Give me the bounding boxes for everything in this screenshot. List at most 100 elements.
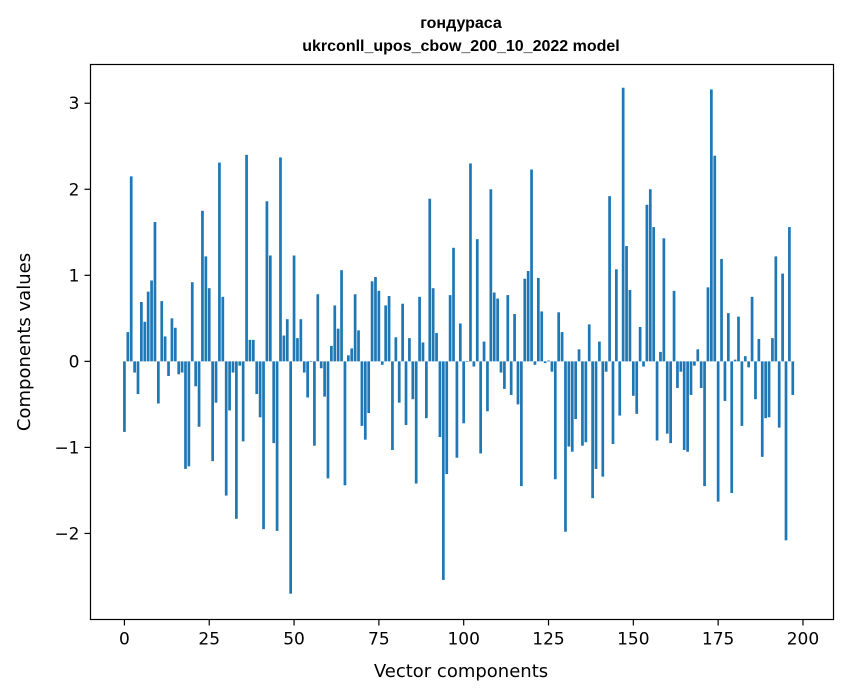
bar bbox=[679, 361, 683, 372]
bar bbox=[598, 341, 601, 362]
bar bbox=[445, 361, 449, 475]
bar bbox=[411, 361, 415, 400]
bar bbox=[584, 361, 588, 443]
bar bbox=[625, 246, 628, 362]
bar bbox=[743, 356, 747, 362]
bar bbox=[170, 318, 174, 362]
bar bbox=[587, 324, 591, 362]
bar bbox=[245, 154, 248, 362]
bar bbox=[638, 326, 642, 362]
bar bbox=[645, 204, 649, 362]
bar bbox=[289, 361, 293, 594]
bar bbox=[655, 361, 659, 441]
bar bbox=[706, 287, 710, 362]
bar bbox=[251, 339, 255, 362]
bar bbox=[516, 361, 520, 405]
bar bbox=[523, 278, 527, 362]
bar bbox=[557, 312, 561, 362]
bar bbox=[313, 361, 316, 446]
bar bbox=[713, 155, 717, 362]
bar bbox=[764, 361, 767, 419]
y-tick-label: −1 bbox=[54, 438, 79, 458]
bar bbox=[760, 361, 764, 457]
bar bbox=[163, 336, 167, 362]
bar bbox=[316, 294, 320, 362]
bar bbox=[482, 341, 486, 362]
bar bbox=[431, 288, 435, 362]
bar bbox=[784, 361, 788, 541]
bar bbox=[455, 361, 459, 458]
bar bbox=[601, 361, 605, 477]
bar bbox=[268, 255, 272, 362]
bar bbox=[153, 221, 157, 362]
bar bbox=[560, 332, 564, 362]
bar bbox=[723, 361, 727, 401]
bar bbox=[221, 296, 225, 362]
bar bbox=[672, 290, 676, 362]
bar bbox=[693, 361, 696, 366]
bar bbox=[740, 361, 744, 426]
bar bbox=[231, 361, 235, 373]
x-tick-label: 125 bbox=[532, 630, 564, 650]
bar bbox=[357, 330, 360, 362]
bar bbox=[458, 323, 462, 362]
bar bbox=[353, 294, 357, 362]
bar bbox=[157, 361, 160, 404]
bar bbox=[767, 361, 771, 418]
chart-title-line2: ukrconll_upos_cbow_200_10_2022 model bbox=[302, 38, 619, 55]
bar bbox=[648, 189, 652, 362]
bar bbox=[367, 361, 371, 413]
bar bbox=[564, 361, 567, 532]
x-tick-label: 175 bbox=[702, 630, 734, 650]
bar bbox=[536, 277, 540, 362]
bar bbox=[323, 361, 326, 397]
bar bbox=[479, 361, 483, 454]
y-tick-label: 0 bbox=[69, 352, 80, 372]
bar bbox=[486, 361, 489, 412]
y-tick-label: 3 bbox=[69, 94, 80, 114]
bar bbox=[350, 348, 354, 362]
bar bbox=[394, 337, 398, 362]
bar bbox=[754, 361, 757, 400]
bar bbox=[228, 361, 231, 411]
bar bbox=[374, 277, 377, 362]
bar bbox=[513, 314, 516, 362]
bar bbox=[676, 361, 679, 389]
bar bbox=[574, 361, 578, 420]
bar bbox=[526, 271, 530, 362]
bar bbox=[235, 361, 238, 519]
bar bbox=[421, 342, 425, 362]
bar bbox=[591, 361, 594, 499]
bar bbox=[173, 327, 177, 362]
bar bbox=[608, 196, 611, 362]
bar bbox=[272, 361, 276, 444]
bar bbox=[621, 87, 625, 362]
bar bbox=[401, 303, 404, 362]
bar bbox=[462, 361, 466, 424]
bar bbox=[408, 338, 411, 362]
bar bbox=[652, 227, 656, 362]
bar bbox=[730, 361, 734, 494]
bar bbox=[703, 361, 706, 487]
bar bbox=[594, 361, 598, 469]
bar bbox=[302, 361, 306, 373]
bar bbox=[472, 361, 476, 367]
bar bbox=[418, 296, 421, 362]
bar bbox=[465, 361, 469, 362]
x-tick-label: 100 bbox=[447, 630, 479, 650]
x-tick-label: 25 bbox=[198, 630, 220, 650]
bar bbox=[126, 332, 130, 362]
bar bbox=[146, 291, 150, 362]
bar bbox=[387, 295, 391, 362]
bar bbox=[129, 176, 133, 362]
bar bbox=[781, 273, 784, 362]
bar bbox=[642, 361, 645, 367]
y-tick-label: 1 bbox=[69, 266, 80, 286]
bar bbox=[194, 361, 198, 387]
bar bbox=[737, 316, 740, 362]
bar bbox=[167, 361, 170, 376]
bar bbox=[140, 301, 143, 362]
bar bbox=[309, 361, 313, 362]
bar bbox=[384, 305, 388, 362]
